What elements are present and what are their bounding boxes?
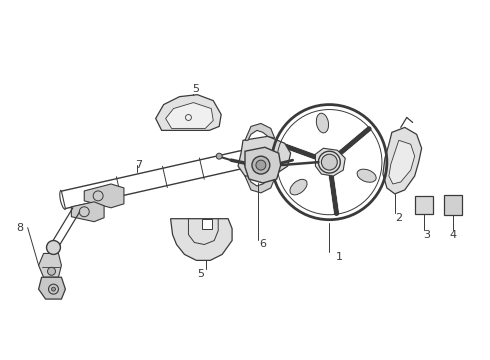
FancyBboxPatch shape <box>415 196 433 214</box>
Polygon shape <box>84 184 124 208</box>
Circle shape <box>321 154 337 170</box>
Ellipse shape <box>317 113 329 133</box>
Polygon shape <box>238 136 291 180</box>
Circle shape <box>252 156 270 174</box>
FancyBboxPatch shape <box>444 195 462 215</box>
Polygon shape <box>72 202 104 222</box>
Circle shape <box>47 240 60 255</box>
Polygon shape <box>245 123 275 140</box>
Ellipse shape <box>290 179 307 195</box>
Text: 8: 8 <box>16 222 24 233</box>
Circle shape <box>48 267 55 275</box>
Text: 6: 6 <box>259 239 267 249</box>
Polygon shape <box>245 147 281 183</box>
Text: 5: 5 <box>197 269 204 279</box>
Text: 2: 2 <box>395 213 402 223</box>
Text: 3: 3 <box>423 230 430 239</box>
Text: 4: 4 <box>450 230 457 239</box>
Polygon shape <box>39 277 65 299</box>
Polygon shape <box>202 219 212 229</box>
Circle shape <box>216 153 222 159</box>
Text: 5: 5 <box>192 84 199 94</box>
Text: 7: 7 <box>135 160 143 170</box>
Text: 1: 1 <box>336 252 343 262</box>
Circle shape <box>51 287 55 291</box>
Ellipse shape <box>357 169 376 182</box>
Polygon shape <box>245 176 275 193</box>
Polygon shape <box>39 253 61 277</box>
Polygon shape <box>156 95 221 130</box>
Polygon shape <box>316 148 345 176</box>
Polygon shape <box>383 127 421 194</box>
Polygon shape <box>166 103 213 129</box>
Polygon shape <box>171 219 232 260</box>
Polygon shape <box>389 140 415 184</box>
Circle shape <box>256 160 266 170</box>
